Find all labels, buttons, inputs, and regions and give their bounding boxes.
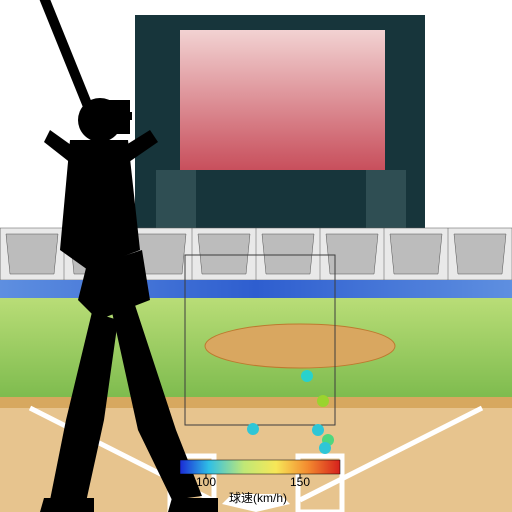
svg-text:100: 100 — [196, 475, 216, 489]
pitch-marker — [319, 442, 331, 454]
pitch-marker — [312, 424, 324, 436]
pitch-marker — [317, 395, 329, 407]
pitch-marker — [301, 370, 313, 382]
scoreboard — [135, 15, 425, 235]
pitch-location-chart: 100 150球速(km/h) — [0, 0, 512, 512]
outfield-wall — [0, 280, 512, 298]
legend-axis-label: 球速(km/h) — [229, 491, 287, 505]
svg-text:150: 150 — [290, 475, 310, 489]
pitch-marker — [247, 423, 259, 435]
